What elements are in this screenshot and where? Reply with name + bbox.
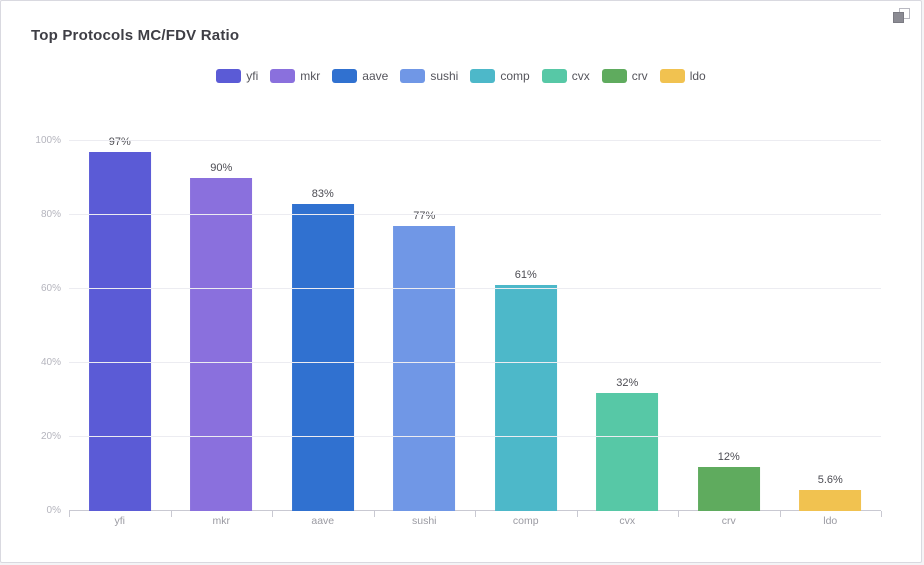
copy-icon[interactable] — [892, 8, 910, 24]
legend-label: ldo — [689, 69, 706, 83]
x-axis-tick — [170, 511, 172, 517]
y-tick-label: 100% — [35, 135, 61, 146]
bar-slot: 5.6% — [780, 141, 882, 511]
x-axis-tick — [69, 511, 70, 517]
bar-value-label: 77% — [413, 210, 436, 223]
bar-value-label: 97% — [108, 136, 131, 149]
legend-swatch — [216, 69, 242, 83]
plot-area: 97% 90% 83% 77% 61% 32% 12% 5.6% — [69, 136, 882, 517]
bar-yfi[interactable] — [88, 152, 151, 511]
page-title: Top Protocols MC/FDV Ratio — [31, 27, 240, 44]
legend-item-mkr[interactable]: mkr — [270, 69, 320, 83]
legend-label: crv — [631, 69, 648, 83]
legend-label: comp — [500, 69, 530, 83]
legend-swatch — [541, 69, 567, 83]
x-axis-line — [69, 510, 881, 511]
x-tick-label: crv — [721, 515, 736, 527]
x-tick-label: yfi — [114, 515, 126, 527]
y-tick-label: 60% — [40, 283, 61, 294]
y-axis-labels: 0% 20% 40% 60% 80% 100% — [1, 135, 61, 516]
x-axis-tick — [272, 511, 273, 517]
bar-value-label: 90% — [210, 162, 233, 174]
legend-item-crv[interactable]: crv — [601, 69, 648, 83]
y-tick-label: 80% — [40, 209, 61, 220]
gridline — [69, 362, 881, 363]
gridline — [69, 288, 881, 289]
gridline — [69, 214, 881, 215]
bar-comp[interactable] — [494, 285, 557, 511]
x-axis-labels: yfi mkr aave sushi comp cvx crv ldo — [69, 515, 881, 531]
bar-cvx[interactable] — [596, 392, 659, 511]
legend-swatch — [332, 69, 358, 83]
bar-sushi[interactable] — [393, 226, 456, 511]
x-tick-label: mkr — [212, 515, 231, 527]
x-tick-label: cvx — [619, 515, 636, 527]
x-tick-label: comp — [512, 515, 539, 527]
bar-value-label: 5.6% — [817, 474, 843, 487]
gridline — [69, 436, 881, 437]
x-axis-tick — [779, 511, 781, 517]
bar-value-label: 12% — [717, 450, 740, 463]
legend-label: aave — [362, 69, 389, 83]
x-axis-tick — [373, 511, 375, 517]
bar-slot: 32% — [577, 141, 679, 511]
legend-label: mkr — [300, 69, 321, 83]
legend-label: cvx — [571, 69, 590, 83]
legend: yfi mkr aave sushi comp cvx crv ldo — [1, 69, 921, 83]
bar-slot: 97% — [69, 136, 171, 511]
legend-swatch — [601, 69, 627, 83]
gridline — [69, 140, 881, 141]
legend-item-sushi[interactable]: sushi — [400, 69, 458, 83]
legend-item-aave[interactable]: aave — [332, 69, 388, 83]
bar-aave[interactable] — [291, 203, 354, 511]
bar-mkr[interactable] — [190, 178, 253, 511]
legend-item-ldo[interactable]: ldo — [659, 69, 706, 83]
legend-label: yfi — [246, 69, 259, 83]
legend-label: sushi — [430, 69, 459, 83]
legend-swatch — [659, 69, 685, 83]
legend-swatch — [270, 69, 296, 83]
bar-slot: 61% — [475, 141, 577, 511]
legend-swatch — [400, 69, 426, 83]
bar-slot: 77% — [374, 141, 476, 511]
bar-crv[interactable] — [697, 466, 760, 511]
y-tick-label: 20% — [40, 431, 61, 442]
y-tick-label: 40% — [40, 357, 61, 368]
bar-slot: 90% — [171, 141, 273, 511]
bar-value-label: 61% — [514, 269, 537, 282]
legend-swatch — [470, 69, 496, 83]
x-tick-label: aave — [311, 515, 335, 527]
legend-item-comp[interactable]: comp — [470, 69, 530, 83]
x-tick-label: ldo — [823, 515, 838, 527]
bars: 97% 90% 83% 77% 61% 32% 12% 5.6% — [69, 136, 882, 511]
x-axis-tick — [576, 511, 578, 517]
x-axis-tick — [475, 511, 476, 517]
bar-value-label: 83% — [311, 187, 334, 200]
bar-value-label: 32% — [616, 376, 639, 389]
legend-item-yfi[interactable]: yfi — [216, 69, 258, 83]
x-axis-tick — [678, 511, 679, 517]
bar-ldo[interactable] — [799, 490, 862, 511]
x-tick-label: sushi — [411, 515, 437, 527]
bar-slot: 83% — [272, 141, 374, 511]
legend-item-cvx[interactable]: cvx — [541, 69, 590, 83]
y-tick-label: 0% — [46, 505, 61, 516]
x-axis-tick — [881, 511, 882, 517]
bar-slot: 12% — [678, 141, 780, 511]
copy-icon-front-square — [893, 12, 904, 23]
